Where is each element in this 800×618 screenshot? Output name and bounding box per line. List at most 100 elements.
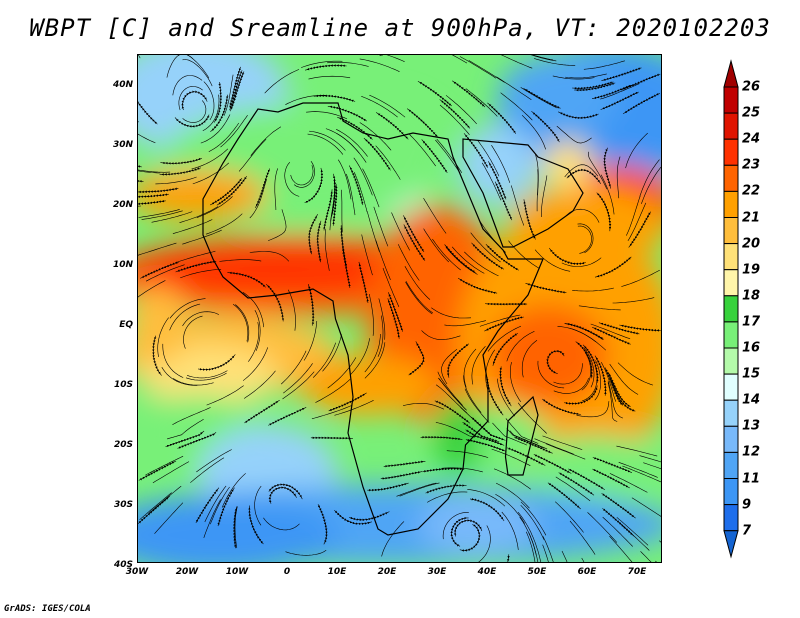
streamline — [159, 167, 201, 176]
streamline — [138, 199, 166, 206]
streamline — [340, 225, 347, 268]
x-tick-label: 60E — [577, 567, 597, 577]
streamline — [204, 485, 227, 523]
streamline — [177, 55, 210, 79]
y-tick-label: 40N — [112, 80, 133, 90]
chart-title: WBPT [C] and Sreamline at 900hPa, VT: 20… — [29, 14, 771, 42]
streamline — [375, 112, 409, 140]
streamline — [316, 220, 322, 263]
streamline — [612, 297, 655, 304]
streamline — [138, 133, 156, 144]
map-panel — [137, 54, 662, 563]
streamline — [517, 402, 547, 434]
streamline — [471, 242, 505, 270]
streamline — [367, 482, 409, 492]
y-tick-label: 10N — [112, 260, 133, 270]
streamline — [446, 343, 469, 378]
streamline — [145, 455, 184, 476]
streamline — [542, 435, 583, 450]
streamline — [361, 96, 398, 118]
streamline — [219, 259, 262, 262]
streamline — [423, 228, 450, 263]
streamline — [523, 88, 561, 109]
streamline — [213, 81, 223, 123]
streamline — [446, 450, 489, 458]
streamline — [602, 516, 633, 547]
colorbar-box — [723, 269, 739, 297]
streamline — [639, 159, 660, 197]
streamline — [166, 55, 194, 78]
streamline — [206, 385, 244, 406]
x-tick-label: 10W — [225, 567, 249, 577]
streamline — [404, 266, 431, 300]
streamline — [364, 333, 381, 373]
streamline — [138, 193, 169, 199]
streamline — [303, 320, 318, 361]
streamline — [609, 535, 633, 562]
streamline — [617, 362, 654, 386]
streamline — [151, 211, 193, 223]
streamline — [248, 322, 260, 362]
streamline — [583, 347, 595, 388]
streamline — [616, 156, 621, 199]
streamline — [179, 206, 219, 223]
streamline — [244, 399, 280, 424]
streamline — [307, 133, 344, 155]
streamline — [576, 401, 610, 418]
streamline — [513, 436, 553, 454]
colorbar-box — [723, 399, 739, 427]
streamline — [182, 311, 220, 327]
streamline — [501, 511, 519, 550]
streamline — [533, 454, 572, 474]
streamline — [468, 60, 505, 83]
streamline — [542, 544, 549, 562]
streamline — [160, 157, 202, 165]
streamline — [331, 173, 337, 216]
streamline — [564, 323, 604, 340]
streamline — [421, 139, 448, 173]
streamline — [230, 71, 245, 112]
streamline — [495, 482, 530, 509]
streamline — [210, 94, 229, 133]
streamline — [308, 284, 315, 326]
streamline — [336, 133, 367, 163]
colorbar-label: 24 — [742, 131, 761, 147]
streamline — [369, 294, 374, 336]
streamline — [553, 363, 583, 385]
streamline — [530, 55, 557, 62]
x-tick-label: 40E — [477, 567, 497, 577]
streamline — [244, 370, 276, 399]
streamline — [625, 132, 648, 169]
streamline — [154, 502, 184, 534]
colorbar-box — [723, 321, 739, 349]
streamline — [138, 187, 179, 194]
streamline — [494, 554, 510, 562]
streamline — [572, 287, 614, 292]
streamline — [138, 242, 177, 256]
y-tick-label: 20N — [112, 200, 133, 210]
streamline — [492, 422, 528, 446]
streamline — [152, 461, 190, 484]
streamline — [572, 81, 614, 90]
streamline — [341, 246, 351, 288]
streamline — [471, 345, 486, 385]
streamline — [263, 517, 300, 531]
streamline — [616, 445, 658, 457]
streamline — [336, 129, 368, 157]
y-tick-label: 10S — [113, 380, 133, 390]
streamline — [169, 298, 206, 319]
streamline — [330, 179, 335, 222]
streamline — [250, 126, 282, 156]
streamline — [327, 105, 367, 122]
streamline — [282, 371, 315, 400]
colorbar-label: 26 — [742, 79, 761, 95]
streamline — [478, 525, 491, 562]
streamline — [450, 516, 469, 547]
streamline — [353, 171, 368, 213]
streamline — [528, 532, 539, 562]
streamline — [594, 256, 632, 278]
streamline — [167, 419, 204, 440]
streamline — [381, 521, 405, 557]
streamline — [353, 157, 373, 196]
streamline — [337, 159, 352, 200]
